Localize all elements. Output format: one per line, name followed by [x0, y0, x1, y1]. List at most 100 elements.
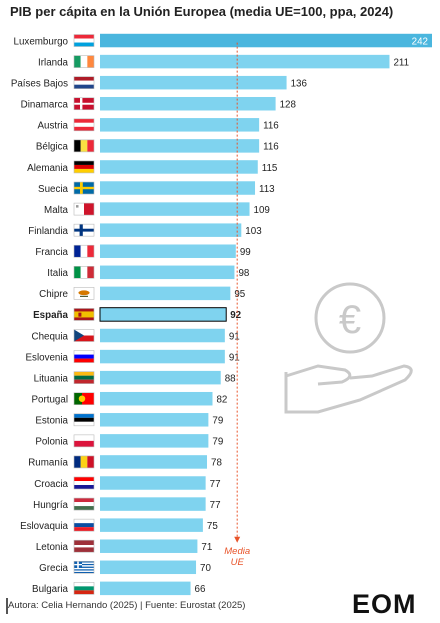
- flag-czechia-icon: [73, 329, 95, 342]
- bar: [100, 391, 213, 406]
- value-label: 66: [195, 584, 206, 595]
- value-label: 88: [225, 373, 236, 384]
- category-label: Irlanda: [38, 57, 69, 68]
- category-label: Austria: [38, 121, 69, 132]
- svg-text:€: €: [339, 298, 361, 342]
- value-label: 79: [212, 437, 223, 448]
- eu-average-arrow: [234, 536, 241, 543]
- logo-text: EOM: [352, 589, 417, 618]
- value-label: 115: [262, 163, 278, 174]
- value-label: 77: [210, 500, 221, 511]
- footer-divider: [6, 598, 8, 614]
- category-label: Lituania: [34, 373, 69, 384]
- category-label: Francia: [35, 247, 68, 258]
- bar: [100, 476, 206, 490]
- category-label: Grecia: [39, 563, 68, 574]
- value-label: 95: [234, 289, 245, 300]
- flag-cyprus-icon: [73, 287, 95, 300]
- value-label: 116: [263, 121, 279, 132]
- value-label: 82: [216, 395, 227, 406]
- flag-sweden-icon: [73, 181, 95, 195]
- value-label: 109: [254, 205, 270, 216]
- category-label: España: [33, 310, 68, 321]
- bar: [100, 497, 206, 511]
- flag-romania-icon: [73, 455, 95, 469]
- bar: [100, 54, 390, 69]
- category-label: Alemania: [27, 163, 68, 174]
- category-label: Hungría: [33, 500, 68, 511]
- value-label: 136: [291, 78, 308, 89]
- bar: [100, 33, 432, 48]
- category-label: Bélgica: [36, 142, 69, 153]
- value-label: 91: [229, 331, 240, 342]
- flag-finland-icon: [73, 223, 95, 237]
- bar: [100, 328, 225, 343]
- value-label: 92: [230, 310, 241, 321]
- value-label: 128: [280, 100, 297, 111]
- bar: [100, 139, 260, 153]
- value-label: 116: [263, 142, 279, 153]
- bar: [100, 160, 258, 174]
- bar: [100, 118, 260, 132]
- flag-slovenia-icon: [73, 350, 95, 363]
- value-label: 91: [229, 352, 240, 363]
- value-label: 71: [201, 542, 212, 553]
- category-label: Letonia: [36, 542, 69, 553]
- euro-hand-icon: €: [284, 282, 413, 414]
- category-label: Italia: [47, 268, 68, 279]
- value-label: 98: [238, 268, 249, 279]
- flag-greece-icon: [73, 560, 95, 574]
- value-label: 78: [211, 458, 222, 469]
- bar: [99, 307, 227, 322]
- flag-estonia-icon: [73, 413, 95, 427]
- category-label: Países Bajos: [11, 78, 68, 89]
- flag-luxembourg-icon: [73, 34, 95, 47]
- bar: [100, 181, 256, 195]
- category-label: Malta: [44, 205, 69, 216]
- category-label: Estonia: [35, 416, 68, 427]
- flag-denmark-icon: [73, 97, 95, 111]
- flag-netherlands-icon: [73, 76, 95, 89]
- flag-ireland-icon: [73, 55, 95, 68]
- bar: [100, 265, 235, 280]
- value-label: 70: [200, 563, 211, 574]
- bar: [100, 349, 225, 364]
- category-label: Dinamarca: [21, 100, 69, 111]
- category-label: Luxemburgo: [14, 36, 69, 47]
- category-label: Bulgaria: [32, 584, 68, 595]
- category-label: Eslovenia: [26, 352, 69, 363]
- flag-austria-icon: [73, 118, 95, 132]
- bar: [100, 202, 250, 216]
- bar: [100, 539, 198, 553]
- eu-average-label: UE: [231, 557, 245, 568]
- eu-average-label: Media: [224, 546, 250, 557]
- flag-malta-icon: [73, 202, 95, 216]
- category-label: Chequia: [32, 331, 69, 342]
- value-label: 79: [212, 416, 223, 427]
- category-label: Polonia: [35, 437, 68, 448]
- category-label: Eslovaquia: [20, 521, 68, 532]
- bar: [100, 413, 209, 427]
- value-label: 113: [259, 184, 275, 195]
- flag-bulgaria-icon: [73, 582, 95, 595]
- category-label: Croacia: [34, 479, 68, 490]
- bar: [100, 96, 276, 111]
- bar: [100, 370, 221, 385]
- flag-croatia-icon: [73, 476, 95, 490]
- footer-credits: Autora: Celia Hernando (2025) | Fuente: …: [8, 600, 246, 611]
- flag-portugal-icon: [73, 392, 95, 406]
- flag-belgium-icon: [73, 139, 95, 153]
- bar: [100, 581, 191, 596]
- bar: [100, 455, 208, 469]
- value-label: 211: [393, 57, 409, 68]
- chart-title: PIB per cápita en la Unión Europea (medi…: [10, 4, 394, 19]
- flag-latvia-icon: [73, 539, 95, 553]
- flag-poland-icon: [73, 434, 95, 448]
- bar: [100, 518, 203, 532]
- value-label: 75: [207, 521, 218, 532]
- category-label: Rumanía: [28, 458, 68, 469]
- bar: [100, 223, 242, 237]
- bar: [100, 560, 197, 575]
- category-label: Finlandia: [28, 226, 68, 237]
